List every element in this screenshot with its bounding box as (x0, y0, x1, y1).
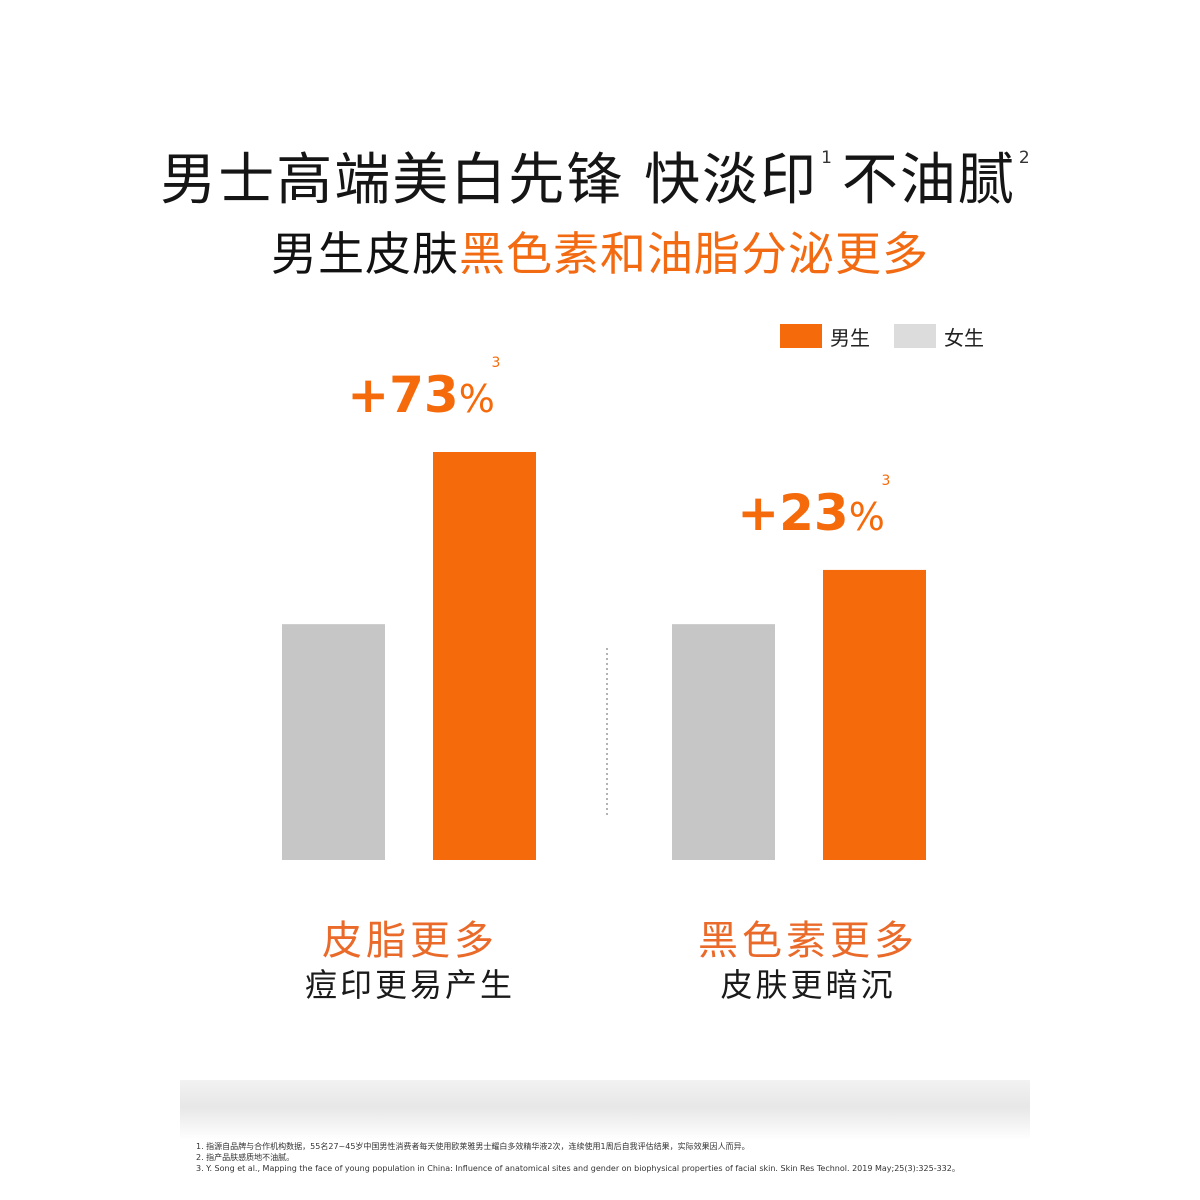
subheadline-highlight: 黑色素和油脂分泌更多 (459, 227, 929, 281)
floor-shadow (180, 1080, 1030, 1140)
headline: 男士高端美白先锋 快淡印 1 不油腻 2 (0, 135, 1200, 216)
category-subtitle-melanin: 皮肤更暗沉 (720, 966, 896, 1004)
value-label-1: +23% (737, 484, 885, 542)
subheadline-plain: 男生皮肤 (271, 227, 459, 281)
headline-footnote-1: 1 (821, 148, 834, 168)
bar-male-1 (823, 569, 926, 860)
chart-legend: 男生 女生 (780, 322, 1008, 350)
legend-swatch-male (780, 324, 822, 348)
headline-footnote-2: 2 (1018, 148, 1032, 168)
legend-label-male: 男生 (830, 325, 870, 350)
value-label-0: +73% (347, 366, 495, 424)
bar-male-0 (433, 452, 536, 860)
subheadline: 男生皮肤黑色素和油脂分泌更多 (0, 218, 1200, 284)
headline-part2: 不油腻 (841, 148, 1016, 213)
category-subtitle-sebum: 痘印更易产生 (304, 966, 515, 1004)
footnote-2: 2. 指产品肤感质地不油腻。 (196, 1153, 295, 1162)
value-label-footnote-0: 3 (492, 355, 501, 371)
footnote-1: 1. 指源自品牌与合作机构数据，55名27~45岁中国男性消费者每天使用欧莱雅男… (196, 1142, 750, 1151)
headline-part1: 男士高端美白先锋 快淡印 (160, 148, 819, 213)
bar-female-1 (672, 624, 775, 860)
footnote-3: 3. Y. Song et al., Mapping the face of y… (196, 1164, 960, 1173)
category-title-melanin: 黑色素更多 (698, 918, 918, 964)
bar-female-0 (282, 624, 385, 860)
legend-swatch-female (894, 324, 936, 348)
value-label-footnote-1: 3 (882, 473, 891, 489)
legend-label-female: 女生 (944, 325, 984, 350)
category-title-sebum: 皮脂更多 (322, 918, 498, 964)
footnotes: 1. 指源自品牌与合作机构数据，55名27~45岁中国男性消费者每天使用欧莱雅男… (196, 1141, 1156, 1174)
